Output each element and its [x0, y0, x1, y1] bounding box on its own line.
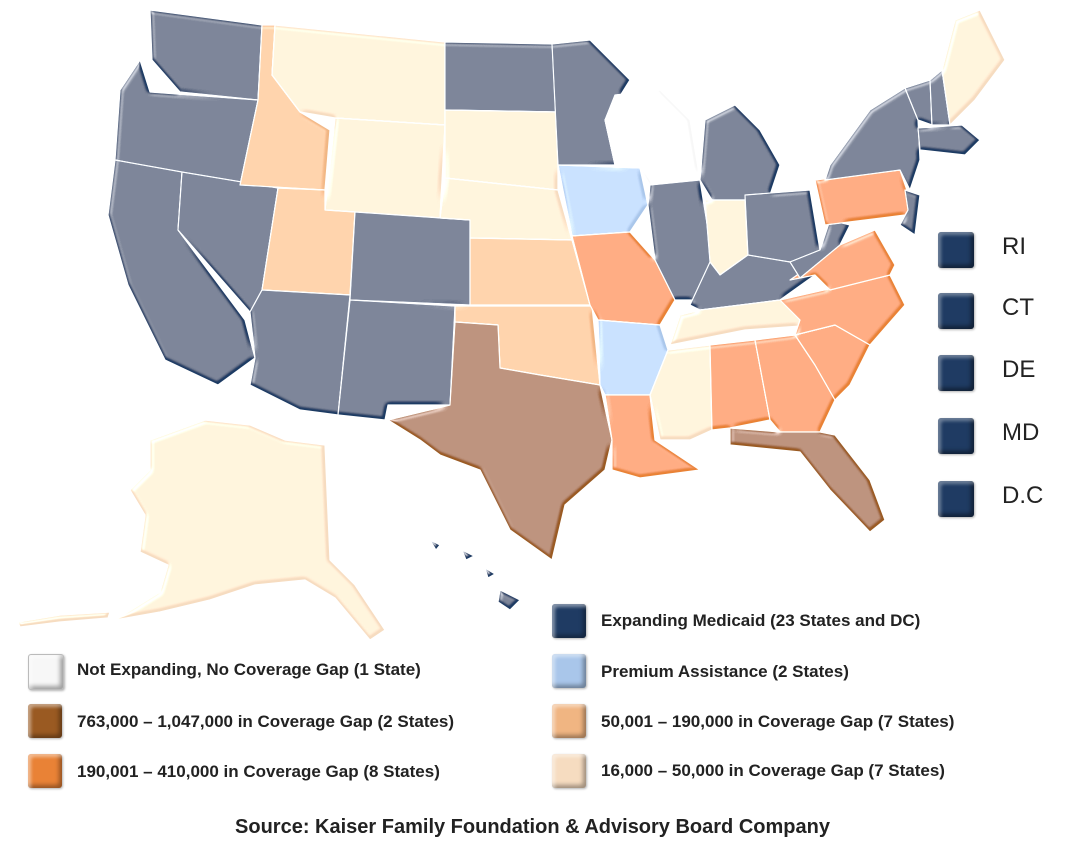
state-MO — [571, 231, 676, 326]
legend-label-expanding: Expanding Medicaid (23 States and DC) — [601, 611, 921, 630]
state-VA — [789, 229, 896, 291]
small-state-label-ct: CT — [1002, 294, 1034, 321]
small-state-box-ri — [938, 232, 974, 268]
legend-label-not-expanding: Not Expanding, No Coverage Gap (1 State) — [77, 660, 421, 679]
small-state-label-md: MD — [1002, 419, 1040, 446]
state-TX — [387, 321, 613, 561]
state-IA — [557, 164, 649, 237]
state-AL — [709, 339, 771, 431]
small-state-box-md — [938, 418, 974, 454]
small-state-box-de — [938, 355, 974, 391]
legend-swatch-premium — [552, 654, 586, 688]
state-SD — [444, 109, 559, 191]
state-NM — [337, 299, 456, 421]
state-MT — [271, 24, 446, 126]
state-AK — [114, 419, 386, 641]
legend-label-gap-16k: 16,000 – 50,000 in Coverage Gap (7 State… — [601, 761, 945, 780]
legend-label-gap-190k: 190,001 – 410,000 in Coverage Gap (8 Sta… — [77, 762, 440, 781]
legend-label-premium: Premium Assistance (2 States) — [601, 662, 849, 681]
state-NY — [824, 87, 921, 191]
legend-swatch-gap-16k — [552, 754, 586, 788]
state-IL — [647, 179, 713, 301]
small-state-label-ri: RI — [1002, 233, 1026, 260]
small-state-label-dc: D.C — [1002, 482, 1044, 509]
state-WV — [789, 219, 851, 279]
state-KS — [469, 237, 591, 306]
legend-label-gap-50k: 50,001 – 190,000 in Coverage Gap (7 Stat… — [601, 712, 955, 731]
legend-label-gap-763k: 763,000 – 1,047,000 in Coverage Gap (2 S… — [77, 712, 455, 731]
state-FL — [729, 427, 886, 533]
state-NC — [779, 274, 906, 346]
legend-swatch-not-expanding — [28, 654, 64, 690]
state-AK-islands — [17, 611, 111, 628]
legend-swatch-gap-190k — [28, 754, 62, 788]
state-MI — [699, 104, 781, 201]
state-CO — [349, 211, 471, 306]
state-WY — [324, 117, 446, 219]
state-LA — [604, 394, 701, 479]
state-AZ — [249, 289, 351, 416]
legend-swatch-expanding — [552, 604, 586, 638]
state-ME — [941, 9, 1006, 126]
small-state-box-dc — [938, 481, 974, 517]
state-NJ — [899, 189, 921, 236]
state-ND — [444, 41, 559, 113]
small-state-label-de: DE — [1002, 356, 1036, 383]
state-WA — [149, 9, 263, 101]
source-note: Source: Kaiser Family Foundation & Advis… — [235, 816, 830, 838]
legend-swatch-gap-50k — [552, 704, 586, 738]
small-state-box-ct — [938, 293, 974, 329]
legend-swatch-gap-763k — [28, 704, 62, 738]
state-MA — [917, 124, 981, 156]
state-HI — [429, 539, 521, 611]
state-OH — [744, 189, 821, 263]
